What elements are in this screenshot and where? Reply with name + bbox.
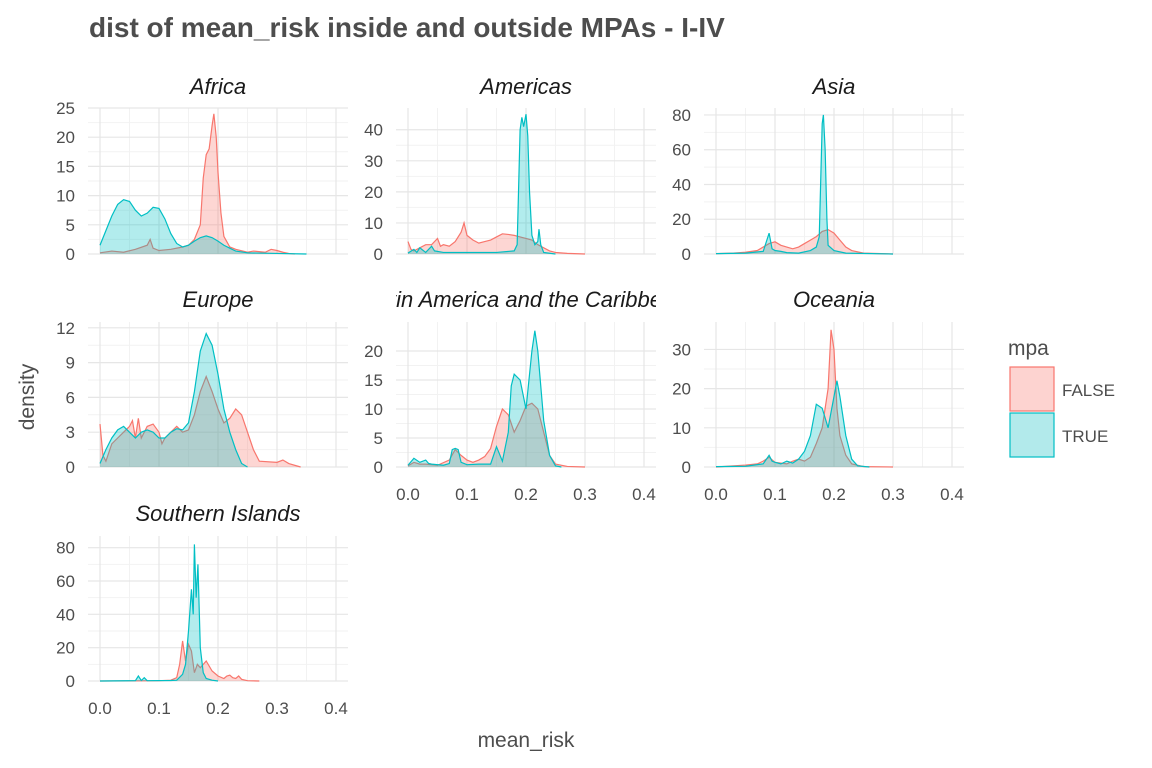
density-line-false: [715, 329, 894, 468]
facet-label-africa: Africa: [188, 74, 246, 99]
legend-label-false: FALSE: [1062, 381, 1115, 400]
y-tick-label: 15: [56, 157, 75, 176]
x-tick-label: 0.1: [147, 699, 171, 718]
facet-panels: 0510152025Africa010203040Americas0204060…: [56, 74, 964, 718]
panel-americas: 0 10 20 30 40 Americas: [364, 74, 656, 264]
facet-label-oceania: Oceania: [793, 287, 875, 312]
density-area-false: [100, 376, 301, 467]
x-tick-label: 0.2: [206, 699, 230, 718]
x-tick-label: 0.3: [265, 699, 289, 718]
x-tick-label: 0.0: [396, 485, 420, 504]
x-tick-label: 0.2: [822, 485, 846, 504]
y-tick-label: 80: [56, 539, 75, 558]
x-tick-label: 0.4: [940, 485, 964, 504]
chart-title: dist of mean_risk inside and outside MPA…: [89, 12, 725, 43]
density-line-true: [99, 332, 248, 468]
density-area-true: [100, 333, 248, 467]
facet-label-latin-america-and-the-caribbean: Latin America and the Caribbean: [366, 287, 687, 312]
panel-southern-islands: 0 20 40 60 80 Southern Islands 0.0 0.1 0.2 0.3 0.4: [56, 501, 348, 718]
density-area-false: [408, 403, 585, 467]
panel-asia: 0 20 40 60 80 Asia: [672, 74, 964, 264]
x-tick-label: 0.1: [763, 485, 787, 504]
y-tick-label: 10: [364, 214, 383, 233]
density-area-true: [100, 199, 307, 254]
density-area-false: [716, 229, 893, 254]
x-tick-label: 0.1: [455, 485, 479, 504]
density-line-true: [99, 544, 219, 682]
y-tick-label: 10: [672, 419, 691, 438]
y-tick-label: 15: [364, 371, 383, 390]
y-tick-label: 40: [56, 605, 75, 624]
x-tick-label: 0.3: [573, 485, 597, 504]
facet-label-southern-islands: Southern Islands: [135, 501, 300, 526]
x-tick-label: 0.0: [88, 699, 112, 718]
density-line-true: [407, 114, 556, 255]
y-tick-label: 60: [672, 141, 691, 160]
density-area-false: [100, 641, 260, 681]
panel-africa: 0 5 10 15 20 25 Africa: [56, 74, 348, 264]
x-tick-label: 0.4: [632, 485, 656, 504]
legend-key-true: [1009, 412, 1055, 458]
density-line-false: [99, 113, 295, 255]
y-tick-label: 40: [364, 121, 383, 140]
y-tick-label: 20: [56, 639, 75, 658]
density-line-true: [99, 199, 307, 255]
density-line-false: [407, 220, 586, 255]
y-tick-label: 5: [66, 216, 75, 235]
y-tick-label: 10: [56, 187, 75, 206]
panel-latin-america-and-the-caribbean: 0 5 10 15 20 Latin America and the Caribbean 0…: [364, 287, 687, 504]
y-tick-label: 6: [66, 388, 75, 407]
y-tick-label: 20: [672, 380, 691, 399]
y-tick-label: 9: [66, 354, 75, 373]
y-tick-label: 0: [682, 245, 691, 264]
density-line-true: [715, 380, 870, 468]
x-tick-label: 0.2: [514, 485, 538, 504]
y-tick-label: 0: [66, 245, 75, 264]
y-tick-label: 60: [56, 572, 75, 591]
density-line-false: [715, 229, 894, 255]
y-tick-label: 3: [66, 423, 75, 442]
y-tick-label: 30: [364, 152, 383, 171]
y-tick-label: 30: [672, 340, 691, 359]
y-tick-label: 25: [56, 99, 75, 118]
legend-key-false: [1009, 366, 1055, 412]
y-tick-label: 0: [374, 245, 383, 264]
density-area-true: [716, 380, 870, 467]
y-tick-label: 20: [364, 183, 383, 202]
x-axis-title: mean_risk: [478, 729, 575, 752]
density-area-true: [408, 114, 556, 254]
facet-label-asia: Asia: [811, 74, 856, 99]
legend: mpa FALSE TRUE: [1008, 337, 1115, 458]
y-tick-label: 20: [364, 342, 383, 361]
y-axis-title: density: [16, 363, 39, 430]
y-tick-label: 0: [374, 458, 383, 477]
y-tick-label: 0: [66, 672, 75, 691]
facet-label-europe: Europe: [183, 287, 254, 312]
panel-oceania: 0 10 20 30 Oceania 0.0 0.1 0.2 0.3 0.4: [672, 287, 964, 504]
x-tick-label: 0.4: [324, 699, 348, 718]
y-tick-label: 40: [672, 175, 691, 194]
density-line-true: [407, 330, 562, 468]
y-tick-label: 12: [56, 319, 75, 338]
y-tick-label: 5: [374, 429, 383, 448]
x-tick-label: 0.3: [881, 485, 905, 504]
panel-europe: 0 3 6 9 12 Europe: [56, 287, 348, 477]
legend-title: mpa: [1008, 337, 1049, 360]
density-line-false: [99, 640, 260, 682]
facet-label-americas: Americas: [478, 74, 572, 99]
density-area-true: [100, 544, 218, 681]
y-tick-label: 0: [682, 458, 691, 477]
density-area-true: [408, 330, 562, 467]
y-tick-label: 10: [364, 400, 383, 419]
y-tick-label: 80: [672, 106, 691, 125]
x-tick-label: 0.0: [704, 485, 728, 504]
y-tick-label: 20: [56, 128, 75, 147]
legend-label-true: TRUE: [1062, 427, 1108, 446]
density-line-true: [715, 114, 894, 255]
y-tick-label: 20: [672, 210, 691, 229]
y-tick-label: 0: [66, 458, 75, 477]
